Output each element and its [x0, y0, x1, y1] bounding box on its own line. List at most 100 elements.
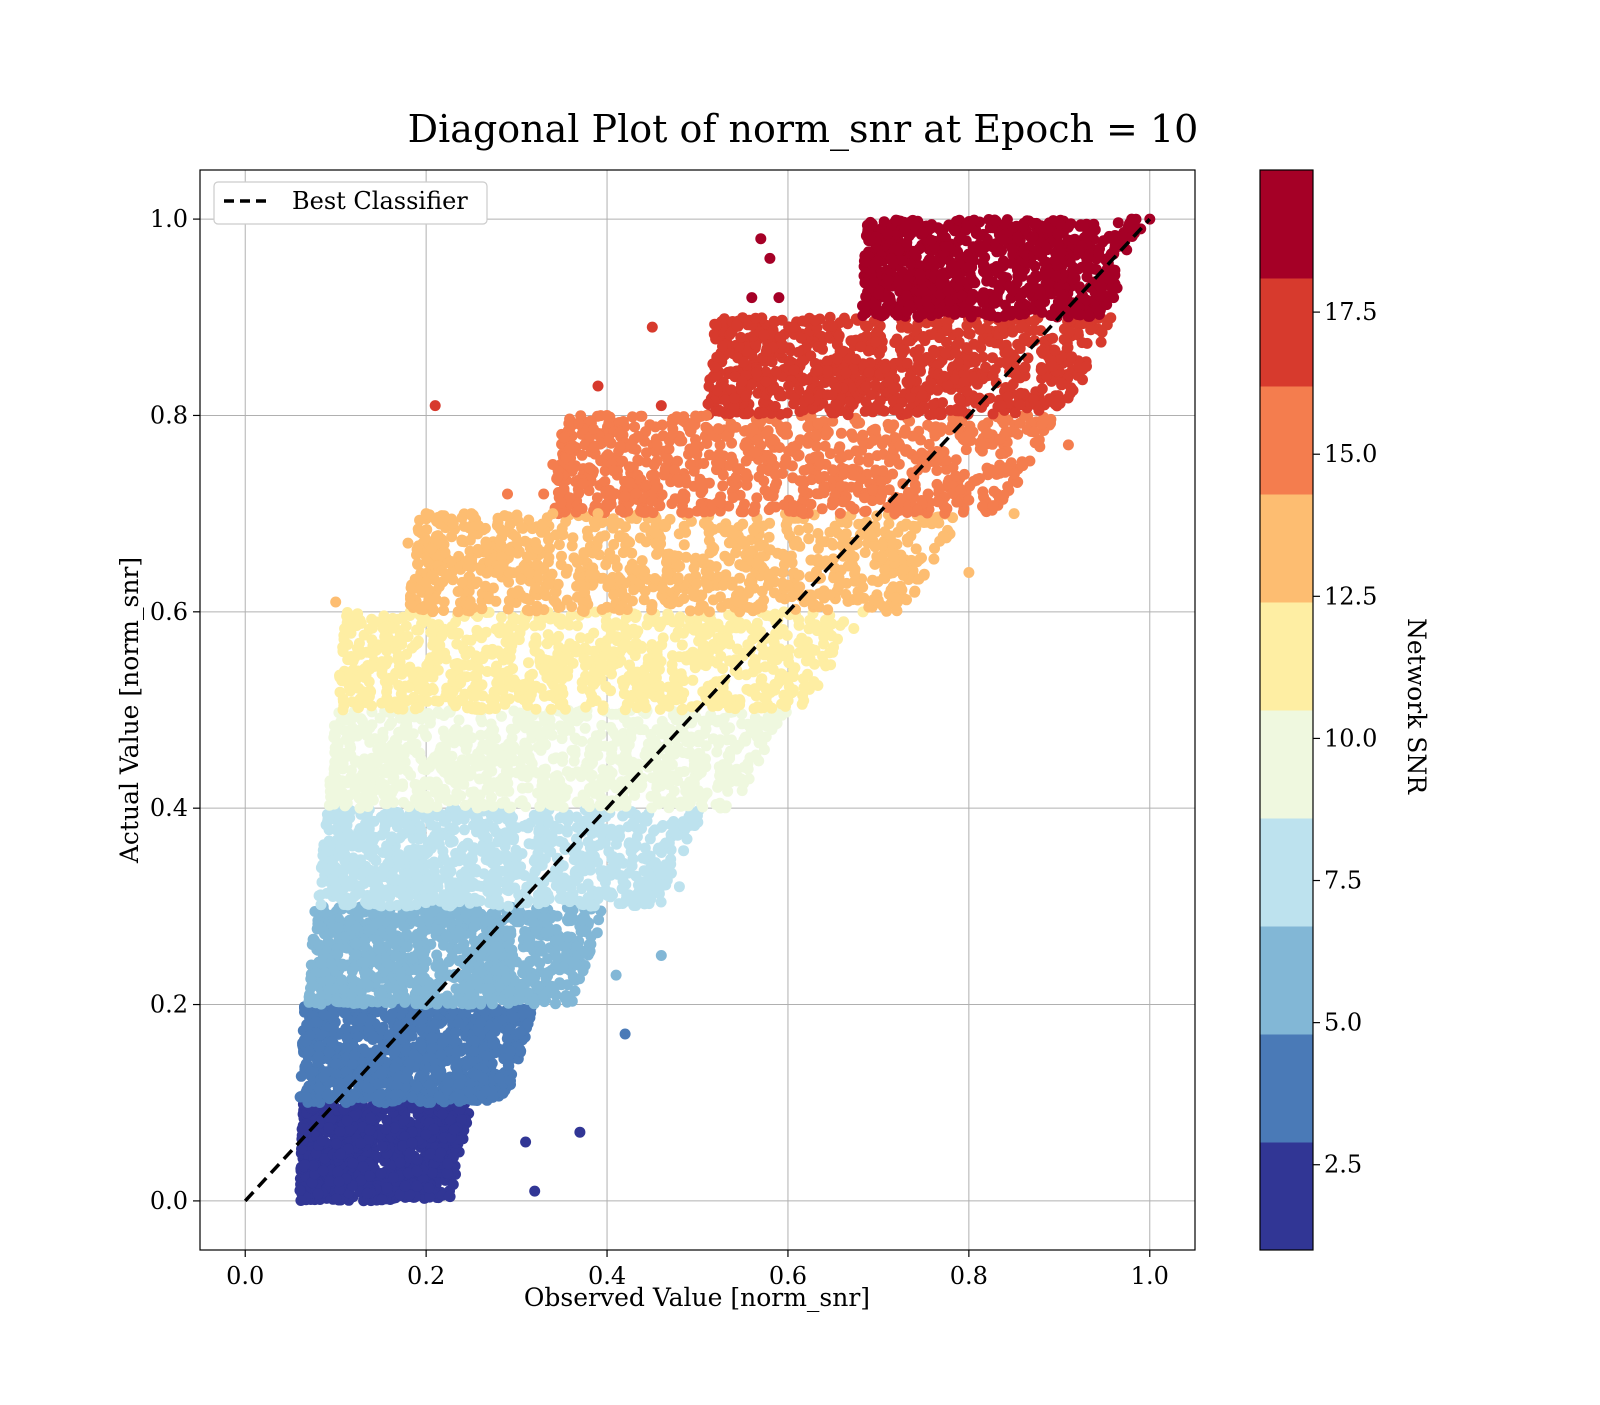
scatter-point [719, 777, 730, 788]
scatter-point [444, 894, 455, 905]
scatter-point [440, 732, 451, 743]
scatter-point [337, 960, 348, 971]
scatter-point [766, 724, 777, 735]
scatter-point [475, 730, 486, 741]
scatter-point [551, 924, 562, 935]
scatter-point [430, 961, 441, 972]
scatter-point [316, 899, 327, 910]
scatter-point [304, 1046, 315, 1057]
scatter-point [665, 859, 676, 870]
scatter-point [457, 998, 468, 1009]
scatter-point [336, 974, 347, 985]
scatter-point [454, 715, 465, 726]
scatter-point [426, 1043, 437, 1054]
scatter-point [411, 1181, 422, 1192]
scatter-point [468, 878, 479, 889]
scatter-point [635, 782, 646, 793]
scatter-point [719, 721, 730, 732]
scatter-point [375, 1168, 386, 1179]
scatter-point [525, 755, 536, 766]
scatter-point [301, 1036, 312, 1047]
scatter-point [490, 749, 501, 760]
scatter-point [345, 915, 356, 926]
scatter-point [380, 1124, 391, 1135]
scatter-point [502, 884, 513, 895]
scatter-point [503, 998, 514, 1009]
scatter-point [388, 1172, 399, 1183]
scatter-point [394, 833, 405, 844]
scatter-point [655, 882, 666, 893]
scatter-point [798, 695, 809, 706]
scatter-point [433, 1092, 444, 1103]
scatter-point [326, 1036, 337, 1047]
scatter-point [405, 890, 416, 901]
scatter-point [494, 943, 505, 954]
scatter-point [353, 888, 364, 899]
scatter-point [559, 873, 570, 884]
scatter-point [323, 936, 334, 947]
scatter-point [506, 724, 517, 735]
scatter-point [486, 719, 497, 730]
scatter-point [511, 845, 522, 856]
scatter-point [399, 1115, 410, 1126]
scatter-point [675, 801, 686, 812]
scatter-point [441, 930, 452, 941]
scatter-point [537, 794, 548, 805]
scatter-point [376, 915, 387, 926]
scatter-point [490, 733, 501, 744]
scatter-point [548, 781, 559, 792]
scatter-point [452, 1068, 463, 1079]
scatter-point [295, 1195, 306, 1206]
scatter-point [586, 931, 597, 942]
scatter-point [444, 867, 455, 878]
scatter-point [329, 763, 340, 774]
scatter-point [434, 874, 445, 885]
scatter-point [564, 911, 575, 922]
scatter-point [486, 1031, 497, 1042]
scatter-point [317, 1135, 328, 1146]
scatter-point [328, 1022, 339, 1033]
scatter-point [593, 914, 604, 925]
scatter-point [560, 993, 571, 1004]
scatter-point [597, 871, 608, 882]
scatter-point [501, 850, 512, 861]
scatter-point [434, 708, 445, 719]
scatter-point [690, 791, 701, 802]
scatter-point [621, 890, 632, 901]
scatter-point [361, 779, 372, 790]
scatter-point [352, 1031, 363, 1042]
scatter-point [373, 941, 384, 952]
scatter-point [696, 767, 707, 778]
scatter-band-0 [295, 1097, 475, 1206]
scatter-point [614, 825, 625, 836]
scatter-point [552, 952, 563, 963]
scatter-point [450, 878, 461, 889]
scatter-point [376, 988, 387, 999]
scatter-point [403, 877, 414, 888]
scatter-point [584, 801, 595, 812]
scatter-point [347, 1059, 358, 1070]
scatter-point [585, 759, 596, 770]
scatter-band-2 [304, 901, 607, 1010]
scatter-point [511, 767, 522, 778]
scatter-point [576, 771, 587, 782]
scatter-points [295, 214, 1156, 1207]
scatter-point [402, 941, 413, 952]
scatter-point [308, 980, 319, 991]
scatter-point [362, 1188, 373, 1199]
scatter-point [348, 1090, 359, 1101]
scatter-point [490, 965, 501, 976]
scatter-point [342, 812, 353, 823]
scatter-point [355, 803, 366, 814]
scatter-point [331, 1194, 342, 1205]
scatter-point [701, 724, 712, 735]
scatter-point [505, 872, 516, 883]
scatter-point [323, 1122, 334, 1133]
scatter-point [561, 723, 572, 734]
scatter-point [414, 946, 425, 957]
scatter-point [321, 888, 332, 899]
scatter-point [515, 1046, 526, 1057]
scatter-point [305, 1066, 316, 1077]
scatter-point [521, 930, 532, 941]
scatter-point [454, 1078, 465, 1089]
